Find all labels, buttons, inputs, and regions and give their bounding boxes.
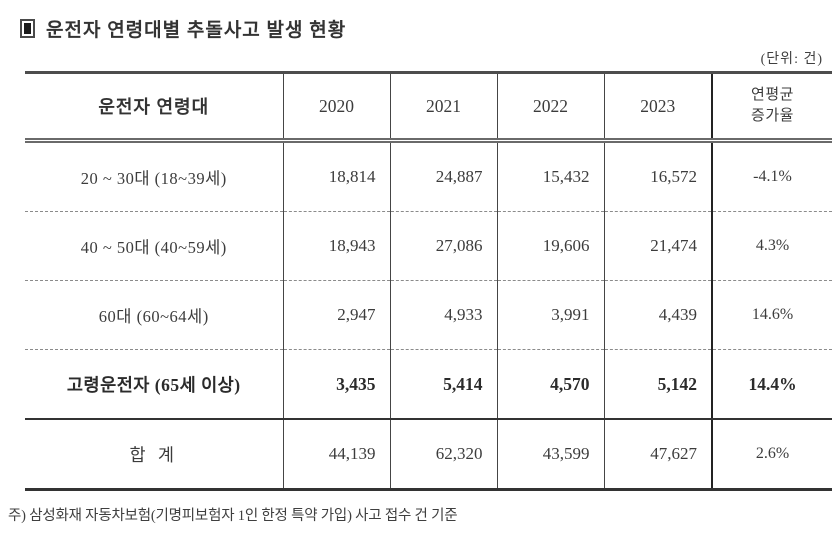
row-label: 고령운전자 (65세 이상)	[25, 349, 283, 420]
cell-2023: 16,572	[603, 140, 712, 212]
header-year-2023: 2023	[603, 72, 712, 143]
cell-2020: 18,814	[282, 140, 390, 212]
unit-note: (단위: 건)	[760, 52, 823, 67]
cell-2023: 21,474	[603, 211, 712, 281]
table-row-total: 합 계 44,139 62,320 43,599 47,627 2.6%	[25, 419, 832, 490]
table-row-60: 60대 (60~64세) 2,947 4,933 3,991 4,439 14.…	[25, 280, 832, 350]
table-row-20-30: 20 ~ 30대 (18~39세) 18,814 24,887 15,432 1…	[25, 140, 832, 212]
cell-2023: 47,627	[603, 419, 712, 490]
header-year-2020: 2020	[282, 72, 390, 143]
cell-2022: 3,991	[496, 280, 604, 350]
cell-2021: 5,414	[389, 349, 497, 420]
cell-avg-growth: -4.1%	[711, 140, 832, 212]
cell-2021: 27,086	[389, 211, 497, 281]
header-avg-line1: 연평균	[751, 87, 794, 103]
cell-avg-growth: 2.6%	[711, 419, 832, 490]
cell-2022: 43,599	[496, 419, 604, 490]
page-title: 운전자 연령대별 추돌사고 발생 현황	[46, 20, 347, 41]
footnote: 주) 삼성화재 자동차보험(기명피보험자 1인 한정 특약 가입) 사고 접수 …	[8, 508, 458, 524]
table-row-40-50: 40 ~ 50대 (40~59세) 18,943 27,086 19,606 2…	[25, 211, 832, 281]
table-body: 20 ~ 30대 (18~39세) 18,814 24,887 15,432 1…	[25, 140, 832, 490]
title-row: 운전자 연령대별 추돌사고 발생 현황	[0, 0, 835, 42]
table-header: 운전자 연령대 2020 2021 2022 2023 연평균 증가율	[25, 72, 832, 143]
cell-2020: 18,943	[282, 211, 390, 281]
row-label: 40 ~ 50대 (40~59세)	[25, 211, 283, 281]
cell-2021: 4,933	[389, 280, 497, 350]
cell-avg-growth: 4.3%	[711, 211, 832, 281]
square-bullet-icon	[20, 19, 35, 38]
header-year-2021: 2021	[389, 72, 497, 143]
row-label: 합 계	[129, 444, 179, 465]
header-row: 운전자 연령대 2020 2021 2022 2023 연평균 증가율	[25, 72, 832, 143]
header-age-group: 운전자 연령대	[25, 72, 283, 143]
cell-2023: 4,439	[603, 280, 712, 350]
header-year-2022: 2022	[496, 72, 604, 143]
header-avg-line2: 증가율	[751, 108, 794, 124]
cell-2020: 44,139	[282, 419, 390, 490]
cell-2020: 3,435	[282, 349, 390, 420]
cell-avg-growth: 14.6%	[711, 280, 832, 350]
cell-2022: 15,432	[496, 140, 604, 212]
accident-table: 운전자 연령대 2020 2021 2022 2023 연평균 증가율 20 ~…	[25, 71, 832, 491]
cell-2023: 5,142	[603, 349, 712, 420]
cell-2021: 62,320	[389, 419, 497, 490]
table-row-senior: 고령운전자 (65세 이상) 3,435 5,414 4,570 5,142 1…	[25, 349, 832, 420]
cell-2020: 2,947	[282, 280, 390, 350]
row-label: 20 ~ 30대 (18~39세)	[25, 140, 283, 212]
cell-2022: 19,606	[496, 211, 604, 281]
row-label: 60대 (60~64세)	[25, 280, 283, 350]
cell-2022: 4,570	[496, 349, 604, 420]
cell-avg-growth: 14.4%	[711, 349, 832, 420]
header-avg-growth: 연평균 증가율	[711, 72, 832, 143]
cell-2021: 24,887	[389, 140, 497, 212]
